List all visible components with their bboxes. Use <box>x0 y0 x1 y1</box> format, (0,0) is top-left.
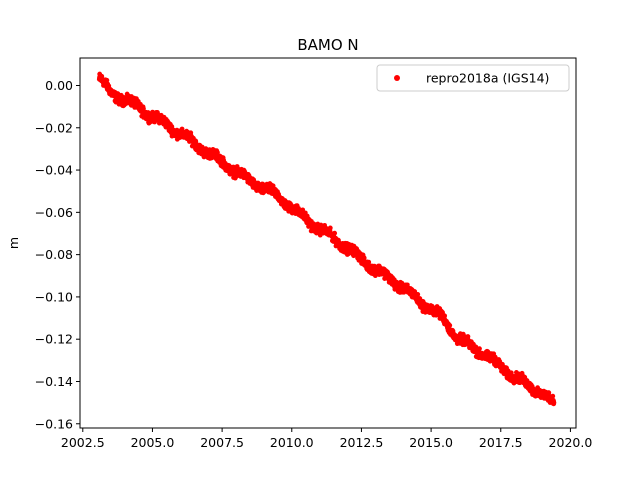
data-point <box>135 104 142 110</box>
data-point <box>330 235 337 241</box>
data-point <box>303 216 309 222</box>
data-point <box>470 345 476 351</box>
data-point <box>327 225 333 231</box>
data-point <box>366 259 372 265</box>
data-point <box>332 230 338 236</box>
data-point <box>358 256 365 262</box>
data-point <box>498 364 504 370</box>
data-point <box>163 120 169 127</box>
legend-box <box>376 64 570 92</box>
data-point <box>179 126 185 132</box>
data-point <box>386 275 392 281</box>
y-tick-label: −0.04 <box>35 163 73 178</box>
y-tick-label: −0.06 <box>35 205 73 220</box>
data-point <box>442 317 448 323</box>
data-point <box>141 106 146 112</box>
x-tick-label: 2007.5 <box>200 435 244 450</box>
data-point <box>539 391 546 397</box>
data-point <box>215 150 220 155</box>
data-point <box>96 76 103 82</box>
legend: repro2018a (IGS14) <box>376 64 570 92</box>
data-point <box>546 390 552 396</box>
x-tick-label: 2010.0 <box>270 435 314 450</box>
data-point <box>289 205 295 211</box>
data-point <box>512 374 518 380</box>
legend-label: repro2018a (IGS14) <box>426 71 549 86</box>
data-point <box>233 169 239 175</box>
chart-title: BAMO N <box>297 36 358 54</box>
x-tick-label: 2012.5 <box>340 435 384 450</box>
data-point <box>247 178 253 184</box>
data-point <box>372 266 378 273</box>
data-point <box>219 159 225 165</box>
data-point <box>317 226 323 232</box>
data-point <box>550 393 556 399</box>
data-point <box>414 296 420 302</box>
y-tick-label: −0.10 <box>35 289 73 304</box>
data-point <box>275 192 281 199</box>
y-tick-label: −0.02 <box>35 120 73 135</box>
data-point <box>442 313 448 319</box>
data-point <box>121 97 128 103</box>
x-tick-label: 2005.0 <box>131 435 175 450</box>
y-axis-label: m <box>6 237 21 249</box>
x-tick-label: 2017.5 <box>479 435 523 450</box>
data-point <box>415 291 421 297</box>
data-point <box>205 150 211 156</box>
y-tick-label: −0.14 <box>35 374 73 389</box>
data-point <box>108 89 114 95</box>
y-tick-label: −0.16 <box>35 416 73 431</box>
data-point <box>261 186 267 192</box>
y-tick-label: 0.00 <box>45 78 73 93</box>
plot-area <box>96 71 557 407</box>
data-point <box>191 139 197 146</box>
data-point <box>344 245 351 251</box>
data-point <box>428 307 434 313</box>
axes-frame <box>79 57 577 429</box>
data-point <box>551 400 557 406</box>
data-point <box>177 131 183 137</box>
x-tick-label: 2002.5 <box>61 435 105 450</box>
data-point <box>447 322 453 328</box>
x-tick-label: 2020.0 <box>549 435 593 450</box>
data-point <box>453 334 459 340</box>
x-axis: 2002.5 2005.0 2007.5 2010.0 2012.5 2015.0 2017… <box>61 428 592 450</box>
y-axis: 0.00 −0.02 −0.04 −0.06 −0.08 −0.10 −0.12 −0.14 −… <box>35 78 80 431</box>
data-point <box>104 77 110 83</box>
data-point <box>400 285 406 292</box>
data-point <box>465 334 471 339</box>
data-point <box>149 114 156 120</box>
y-tick-label: −0.08 <box>35 247 73 262</box>
y-tick-label: −0.12 <box>35 332 73 347</box>
data-point <box>526 383 532 389</box>
data-point <box>477 346 482 352</box>
x-tick-label: 2015.0 <box>409 435 453 450</box>
data-point <box>484 353 490 359</box>
legend-marker <box>394 75 400 81</box>
